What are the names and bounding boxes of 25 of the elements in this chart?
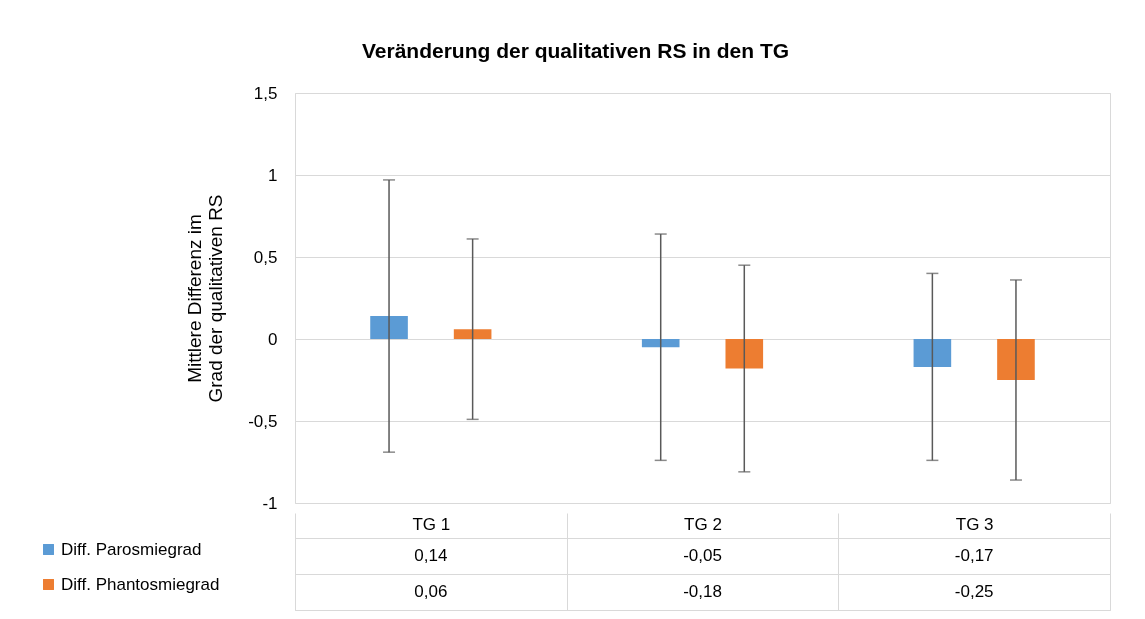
data-label: -0,17 (954, 546, 994, 565)
y-tick-label: 1 (268, 165, 278, 185)
bar (913, 339, 952, 367)
legend-label: Diff. Parosmiegrad (61, 539, 202, 559)
y-tick-label: 1,5 (253, 83, 278, 103)
x-tick-label: TG 1 (412, 514, 451, 534)
data-label: 0,06 (414, 582, 448, 601)
chart-title: Veränderung der qualitativen RS in den TG (361, 38, 790, 62)
bar (453, 329, 492, 339)
data-label: -0,05 (683, 546, 722, 565)
y-tick-label: 0 (268, 329, 278, 349)
bar (370, 316, 408, 339)
y-tick-label: -1 (262, 493, 278, 513)
bar (641, 339, 680, 348)
x-tick-label: TG 3 (955, 514, 994, 534)
y-tick-label: -0,5 (248, 411, 278, 431)
data-label: -0,25 (954, 582, 994, 601)
bar (997, 339, 1035, 380)
x-tick-label: TG 2 (684, 514, 722, 534)
y-axis-title: Mittlere Differenz im Grad der qualitativen RS (184, 194, 227, 403)
bar (725, 339, 764, 369)
legend-label: Diff. Phantosmiegrad (61, 574, 220, 594)
y-tick-label: 0,5 (253, 247, 278, 267)
data-label: -0,18 (683, 582, 722, 601)
data-label: 0,14 (414, 546, 448, 565)
